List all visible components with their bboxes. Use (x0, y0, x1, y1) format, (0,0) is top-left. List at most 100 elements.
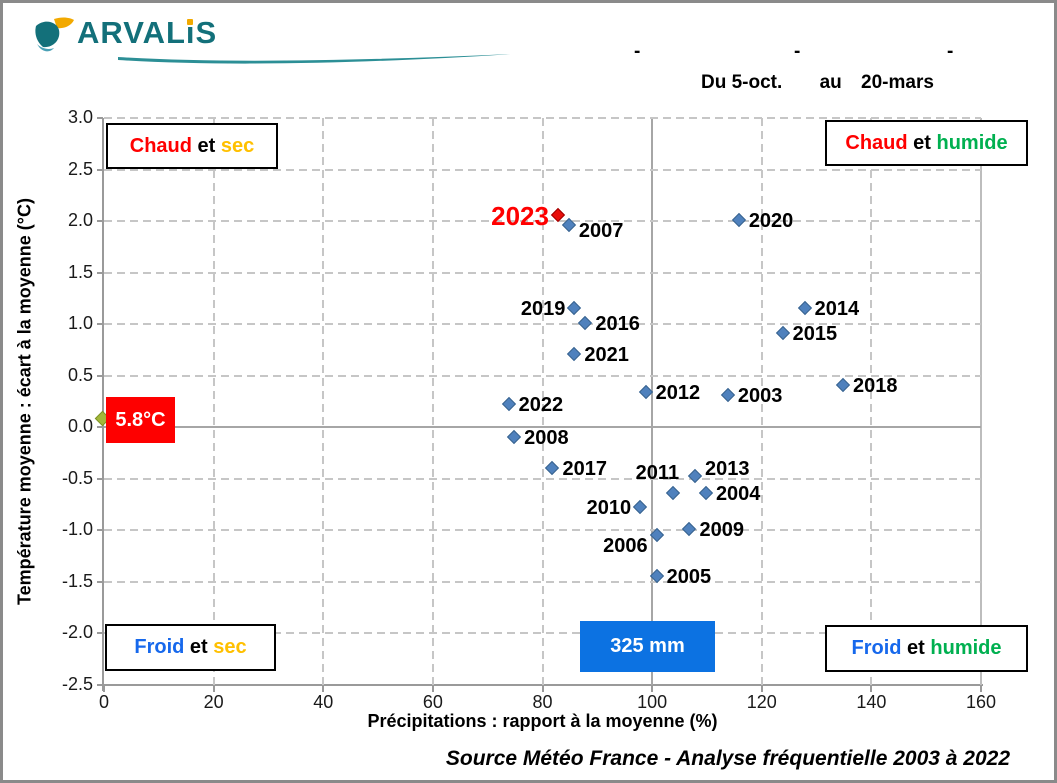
gridline-y--1.0 (104, 529, 981, 532)
period-du: Du (701, 72, 727, 93)
y-tick-mark (97, 117, 103, 119)
data-point-label-2016: 2016 (595, 313, 640, 336)
x-tick-mark (760, 686, 763, 692)
data-point-label-2010: 2010 (586, 496, 632, 519)
data-point-label-2007: 2007 (578, 220, 624, 243)
x-tick-mark (103, 686, 105, 692)
quadrant-word: sec (220, 134, 255, 157)
gridline-x-100 (651, 118, 654, 685)
gridline-y-1.5 (104, 271, 981, 274)
data-point-label-2014: 2014 (814, 297, 860, 320)
gridline-y-1.0 (104, 323, 981, 326)
arvalis-wordmark: ARVAL ıS (77, 15, 218, 50)
quadrant-word: Froid (851, 637, 902, 659)
x-tick-label: 20 (203, 692, 224, 712)
gridline-y-2.5 (104, 168, 981, 171)
data-point-2020 (731, 213, 746, 228)
gridline-x-20 (212, 118, 215, 685)
data-point-2010 (633, 499, 648, 514)
x-tick-label: 40 (313, 692, 334, 712)
y-axis-title: Température moyenne : écart à la moyenne… (14, 198, 35, 605)
quadrant-word: sec (213, 636, 247, 658)
quadrant-word: Froid (134, 636, 185, 658)
x-tick-mark (541, 686, 544, 692)
y-tick-mark (97, 271, 103, 274)
data-point-label-2012: 2012 (655, 382, 701, 405)
gridline-y-2.0 (104, 220, 981, 223)
gridline-y--2.0 (104, 632, 981, 635)
title-dash: - (794, 41, 801, 62)
quadrant-label-chaud-humide: Chaud et humide (825, 120, 1028, 166)
data-point-2013 (687, 468, 703, 483)
data-point-label-2005: 2005 (666, 565, 712, 588)
data-point-label-2004: 2004 (715, 483, 761, 506)
logo-i-dot (186, 19, 193, 25)
data-point-2009 (682, 522, 697, 537)
gridline-x-80 (541, 118, 544, 685)
data-point-2003 (720, 388, 735, 403)
quadrant-word: et (191, 134, 221, 157)
y-tick-label: -1.0 (61, 519, 93, 540)
gridline-x-40 (322, 118, 325, 685)
x-tick-label: 60 (422, 692, 443, 712)
source-caption: Source Météo France - Analyse fréquentie… (445, 747, 1010, 770)
period-start: 5-oct. (731, 72, 783, 93)
y-tick-mark (97, 426, 103, 429)
data-point-2011 (665, 486, 681, 501)
y-tick-mark (97, 323, 103, 326)
arvalis-logo: ARVAL ıS (33, 15, 512, 64)
data-point-label-2017: 2017 (562, 457, 607, 480)
y-tick-label: 1.0 (67, 313, 93, 334)
data-point-2016 (578, 316, 593, 331)
data-point-2021 (567, 347, 582, 362)
quadrant-word: humide (936, 131, 1008, 154)
plot-area: 2003 2004 2005 2006 2007 2008 2009 2010 2011 2012… (104, 117, 982, 685)
x-tick-label: 80 (532, 692, 553, 712)
data-point-label-2015: 2015 (792, 323, 838, 346)
data-point-label-2022: 2022 (518, 393, 564, 416)
gridline-x-60 (431, 118, 434, 685)
y-axis-line (102, 118, 104, 691)
y-tick-label: 3.0 (67, 107, 93, 127)
gridline-y-3.0 (104, 117, 981, 119)
gridline-y--0.5 (104, 477, 981, 480)
quadrant-word: et (901, 637, 931, 659)
data-point-2014 (797, 300, 812, 315)
data-point-label-2013: 2013 (704, 457, 750, 480)
quadrant-label-froid-sec: Froid et sec (105, 624, 276, 671)
gridline-x-120 (760, 118, 763, 685)
quadrant-label-chaud-sec: Chaud et sec (106, 123, 278, 169)
x-tick-label: 140 (856, 692, 887, 712)
data-point-label-2009: 2009 (699, 519, 744, 542)
x-tick-mark (431, 686, 434, 692)
data-point-label-2011: 2011 (635, 462, 680, 485)
y-tick-mark (97, 220, 103, 223)
period-title: Du 5-oct. au 20-mars (701, 72, 934, 94)
y-tick-label: 0.0 (67, 416, 93, 437)
y-tick-mark (97, 684, 103, 686)
mean-temperature-badge: 5.8°C (106, 397, 175, 443)
logo-swoosh (118, 54, 512, 64)
data-point-label-2023: 2023 (491, 200, 549, 231)
data-point-label-2021: 2021 (584, 344, 629, 367)
mean-precipitation-badge: 325 mm (580, 621, 715, 672)
x-tick-label: 160 (965, 692, 997, 712)
x-axis-title: Précipitations : rapport à la moyenne (%… (367, 711, 718, 731)
gridline-x-140 (870, 118, 873, 685)
quadrant-word: humide (930, 637, 1002, 659)
y-tick-label: -2.0 (61, 622, 93, 643)
quadrant-word: Chaud (129, 134, 192, 157)
quadrant-word: et (184, 636, 214, 658)
data-point-label-2019: 2019 (520, 297, 566, 320)
x-tick-mark (322, 686, 325, 692)
data-point-label-2006: 2006 (603, 534, 648, 557)
data-point-2022 (501, 396, 516, 411)
y-tick-mark (97, 580, 103, 583)
x-tick-label: 120 (746, 692, 777, 712)
y-tick-label: 0.5 (67, 364, 93, 385)
quadrant-label-froid-humide: Froid et humide (825, 625, 1028, 672)
y-tick-label: 2.0 (67, 210, 93, 231)
x-tick-label: 0 (98, 692, 109, 712)
x-axis-line (98, 684, 983, 686)
